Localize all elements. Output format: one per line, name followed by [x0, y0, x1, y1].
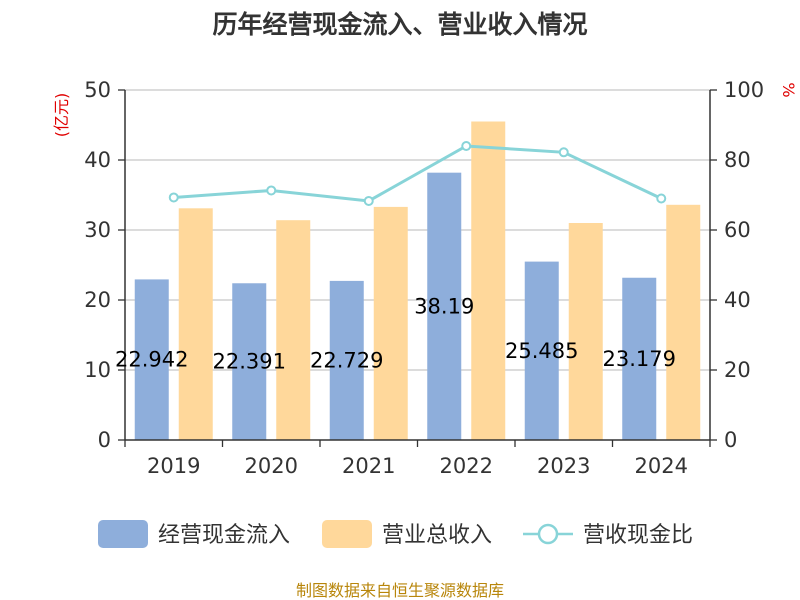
bar-revenue [568, 223, 603, 440]
legend-marker [537, 523, 559, 545]
y-right-tick-label: 80 [724, 148, 751, 172]
grid-lines [125, 89, 710, 371]
bar-labels: 22.942 22.391 22.729 38.19 25.485 23.179 [115, 294, 676, 373]
ratio-point [168, 192, 179, 203]
legend-swatch [98, 520, 148, 548]
ratio-point [461, 141, 472, 151]
bar-data-label: 23.179 [603, 347, 676, 371]
axes: 0 10 20 30 40 50 0 20 40 60 80 100 2019 2020 2021 2022 2… [84, 78, 764, 478]
x-tick-label: 2023 [537, 454, 590, 478]
y-right-tick-label: 20 [724, 358, 751, 382]
legend-label: 营业总收入 [382, 523, 492, 548]
legend-swatch [322, 520, 372, 548]
bars [134, 121, 701, 441]
y-left-axis-label: (亿元) [52, 93, 71, 138]
ratio-point [266, 185, 277, 196]
bar-data-label: 25.485 [505, 339, 578, 363]
bar-data-label: 38.19 [414, 294, 474, 318]
bar-data-label: 22.729 [310, 348, 383, 372]
y-left-tick-label: 40 [84, 148, 111, 172]
x-tick-label: 2024 [635, 454, 688, 478]
bar-cash-inflow [427, 172, 462, 441]
x-tick-label: 2020 [245, 454, 298, 478]
bar-revenue [666, 204, 701, 440]
bar-revenue [373, 206, 408, 440]
bar-cash-inflow [134, 279, 169, 440]
y-left-tick-label: 30 [84, 218, 111, 242]
x-tick-label: 2019 [147, 454, 200, 478]
legend-label: 经营现金流入 [158, 523, 290, 548]
y-left-tick-label: 20 [84, 288, 111, 312]
bar-cash-inflow [622, 277, 657, 440]
y-right-tick-label: 0 [724, 428, 737, 452]
ratio-line-path [173, 144, 662, 203]
bar-revenue [178, 208, 213, 440]
y-right-tick-label: 60 [724, 218, 751, 242]
x-tick-label: 2022 [440, 454, 493, 478]
y-right-tick-label: 100 [724, 78, 764, 102]
x-tick-label: 2021 [342, 454, 395, 478]
ratio-point [363, 195, 374, 206]
y-left-tick-label: 0 [98, 428, 111, 452]
bar-data-label: 22.942 [115, 348, 188, 372]
bar-data-label: 22.391 [213, 350, 286, 374]
source-note: 制图数据来自恒生聚源数据库 [296, 581, 504, 600]
bar-cash-inflow [232, 283, 267, 440]
chart-title: 历年经营现金流入、营业收入情况 [212, 10, 587, 39]
bar-cash-inflow [524, 261, 559, 440]
ratio-point [558, 147, 569, 158]
legend-label: 营收现金比 [583, 523, 693, 548]
bar-revenue [276, 220, 311, 440]
y-right-axis-label: % [779, 82, 798, 97]
bar-revenue [471, 121, 506, 440]
y-left-tick-label: 10 [84, 358, 111, 382]
ratio-point [656, 193, 667, 204]
ratio-line [168, 141, 667, 206]
legend: 经营现金流入 营业总收入 营收现金比 [98, 520, 693, 548]
y-right-tick-label: 40 [724, 288, 751, 312]
bar-cash-inflow [329, 280, 364, 440]
y-left-tick-label: 50 [84, 78, 111, 102]
